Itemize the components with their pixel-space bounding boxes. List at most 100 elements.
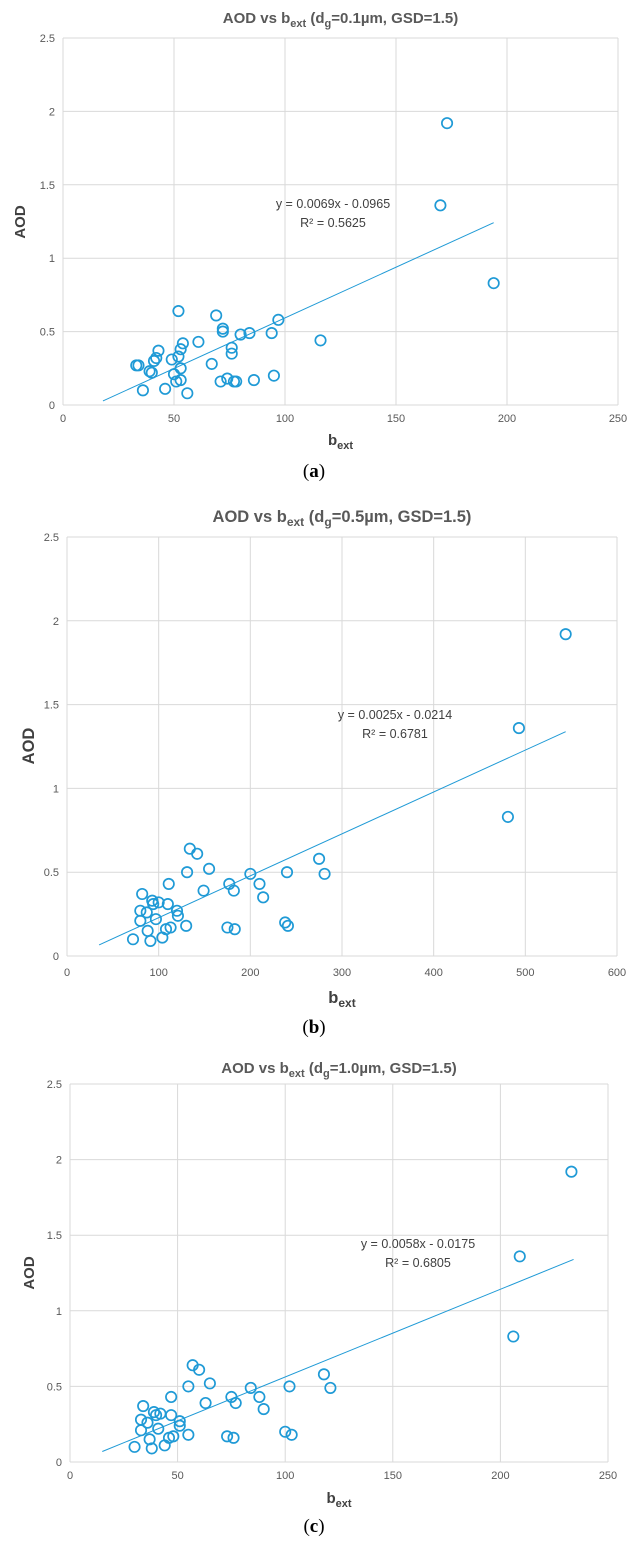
data-point (167, 1430, 180, 1443)
data-point (165, 1409, 178, 1422)
data-point (257, 1403, 270, 1416)
data-point (203, 862, 216, 875)
x-tick-label: 300 (333, 967, 351, 979)
data-point (225, 347, 238, 360)
data-point (267, 369, 280, 382)
data-point (317, 1368, 330, 1381)
data-point (216, 325, 229, 338)
y-tick-label: 1 (56, 1306, 62, 1318)
x-axis-title: bext (328, 432, 353, 452)
x-tick-label: 200 (241, 967, 259, 979)
data-point (136, 887, 149, 901)
data-point (172, 304, 185, 318)
data-point (285, 1428, 298, 1441)
y-tick-label: 2.5 (47, 1079, 62, 1091)
x-tick-label: 400 (424, 967, 442, 979)
x-tick-label: 250 (609, 413, 627, 425)
chart-title: AOD vs bext (dg=0.1µm, GSD=1.5) (223, 10, 459, 30)
data-point (152, 896, 165, 909)
data-point (170, 904, 184, 917)
data-point (147, 1406, 160, 1419)
y-tick-label: 2 (49, 106, 55, 118)
y-tick-label: 0.5 (44, 867, 59, 879)
x-tick-label: 100 (276, 1470, 294, 1482)
y-tick-label: 2 (53, 616, 59, 628)
data-point (173, 1419, 186, 1432)
data-point (174, 373, 187, 387)
data-point (193, 1363, 206, 1376)
data-point (434, 199, 447, 212)
trendline (98, 731, 566, 946)
y-tick-label: 0.5 (40, 327, 55, 339)
data-point (247, 373, 260, 387)
data-point (162, 877, 175, 890)
chart-panel-c: 0 0.5 1 1.5 2 2.5 0 50 100 150 200 250 AOD vs bext (… (21, 1060, 617, 1537)
data-point (176, 337, 189, 350)
trendline (102, 1258, 574, 1452)
data-point (172, 350, 185, 363)
data-point (159, 382, 172, 395)
data-point (134, 1413, 148, 1426)
data-point (180, 919, 193, 932)
data-point (253, 1390, 266, 1404)
data-point (512, 722, 525, 735)
data-point (182, 1380, 195, 1393)
data-point (513, 1250, 526, 1263)
data-point (171, 909, 184, 922)
y-tick-label: 0 (49, 400, 55, 412)
data-point (487, 277, 500, 290)
data-point (174, 343, 187, 356)
r-squared-label: R² = 0.6781 (362, 727, 428, 741)
x-tick-label: 50 (171, 1470, 183, 1482)
data-point (181, 387, 194, 400)
data-point (137, 1400, 150, 1413)
data-point (318, 867, 331, 880)
y-tick-label: 1.5 (40, 180, 55, 192)
data-point (149, 913, 162, 926)
x-tick-label: 200 (498, 413, 516, 425)
data-point (150, 351, 163, 365)
data-point (441, 117, 454, 130)
data-point (174, 362, 187, 375)
data-point (227, 1431, 240, 1444)
data-point (165, 1390, 178, 1404)
data-point (225, 341, 238, 354)
data-point (229, 1396, 242, 1410)
x-tick-label: 500 (516, 967, 534, 979)
y-tick-label: 0 (53, 951, 59, 963)
data-point (257, 891, 270, 904)
data-point (164, 921, 177, 934)
y-tick-label: 2.5 (40, 33, 55, 45)
data-point (152, 344, 165, 357)
trendline (102, 222, 494, 402)
data-point (221, 921, 234, 934)
y-tick-label: 0 (56, 1457, 62, 1469)
data-point (165, 353, 178, 366)
regression-equation: y = 0.0058x - 0.0175 (361, 1237, 475, 1251)
data-point (324, 1381, 337, 1394)
data-point (227, 884, 240, 897)
x-axis-title: bext (326, 1490, 351, 1510)
chart-title: AOD vs bext (dg=1.0µm, GSD=1.5) (221, 1060, 457, 1080)
data-point (265, 327, 278, 340)
panel-label: (c) (303, 1516, 324, 1537)
data-point (141, 1416, 154, 1429)
data-point (234, 328, 247, 341)
data-point (147, 354, 161, 368)
data-point (144, 934, 157, 947)
data-point (182, 1428, 195, 1441)
y-tick-label: 2.5 (44, 532, 59, 544)
data-point (140, 906, 153, 919)
y-tick-label: 1.5 (44, 700, 59, 712)
data-point (136, 384, 149, 397)
x-tick-label: 50 (168, 413, 180, 425)
y-axis-title: AOD (12, 205, 29, 239)
data-point (253, 877, 266, 890)
data-point (507, 1330, 520, 1343)
x-tick-label: 600 (608, 967, 626, 979)
data-point (143, 365, 156, 378)
data-point (210, 309, 223, 322)
data-point (313, 852, 326, 865)
data-point (132, 359, 145, 372)
panel-label: (b) (302, 1017, 325, 1038)
